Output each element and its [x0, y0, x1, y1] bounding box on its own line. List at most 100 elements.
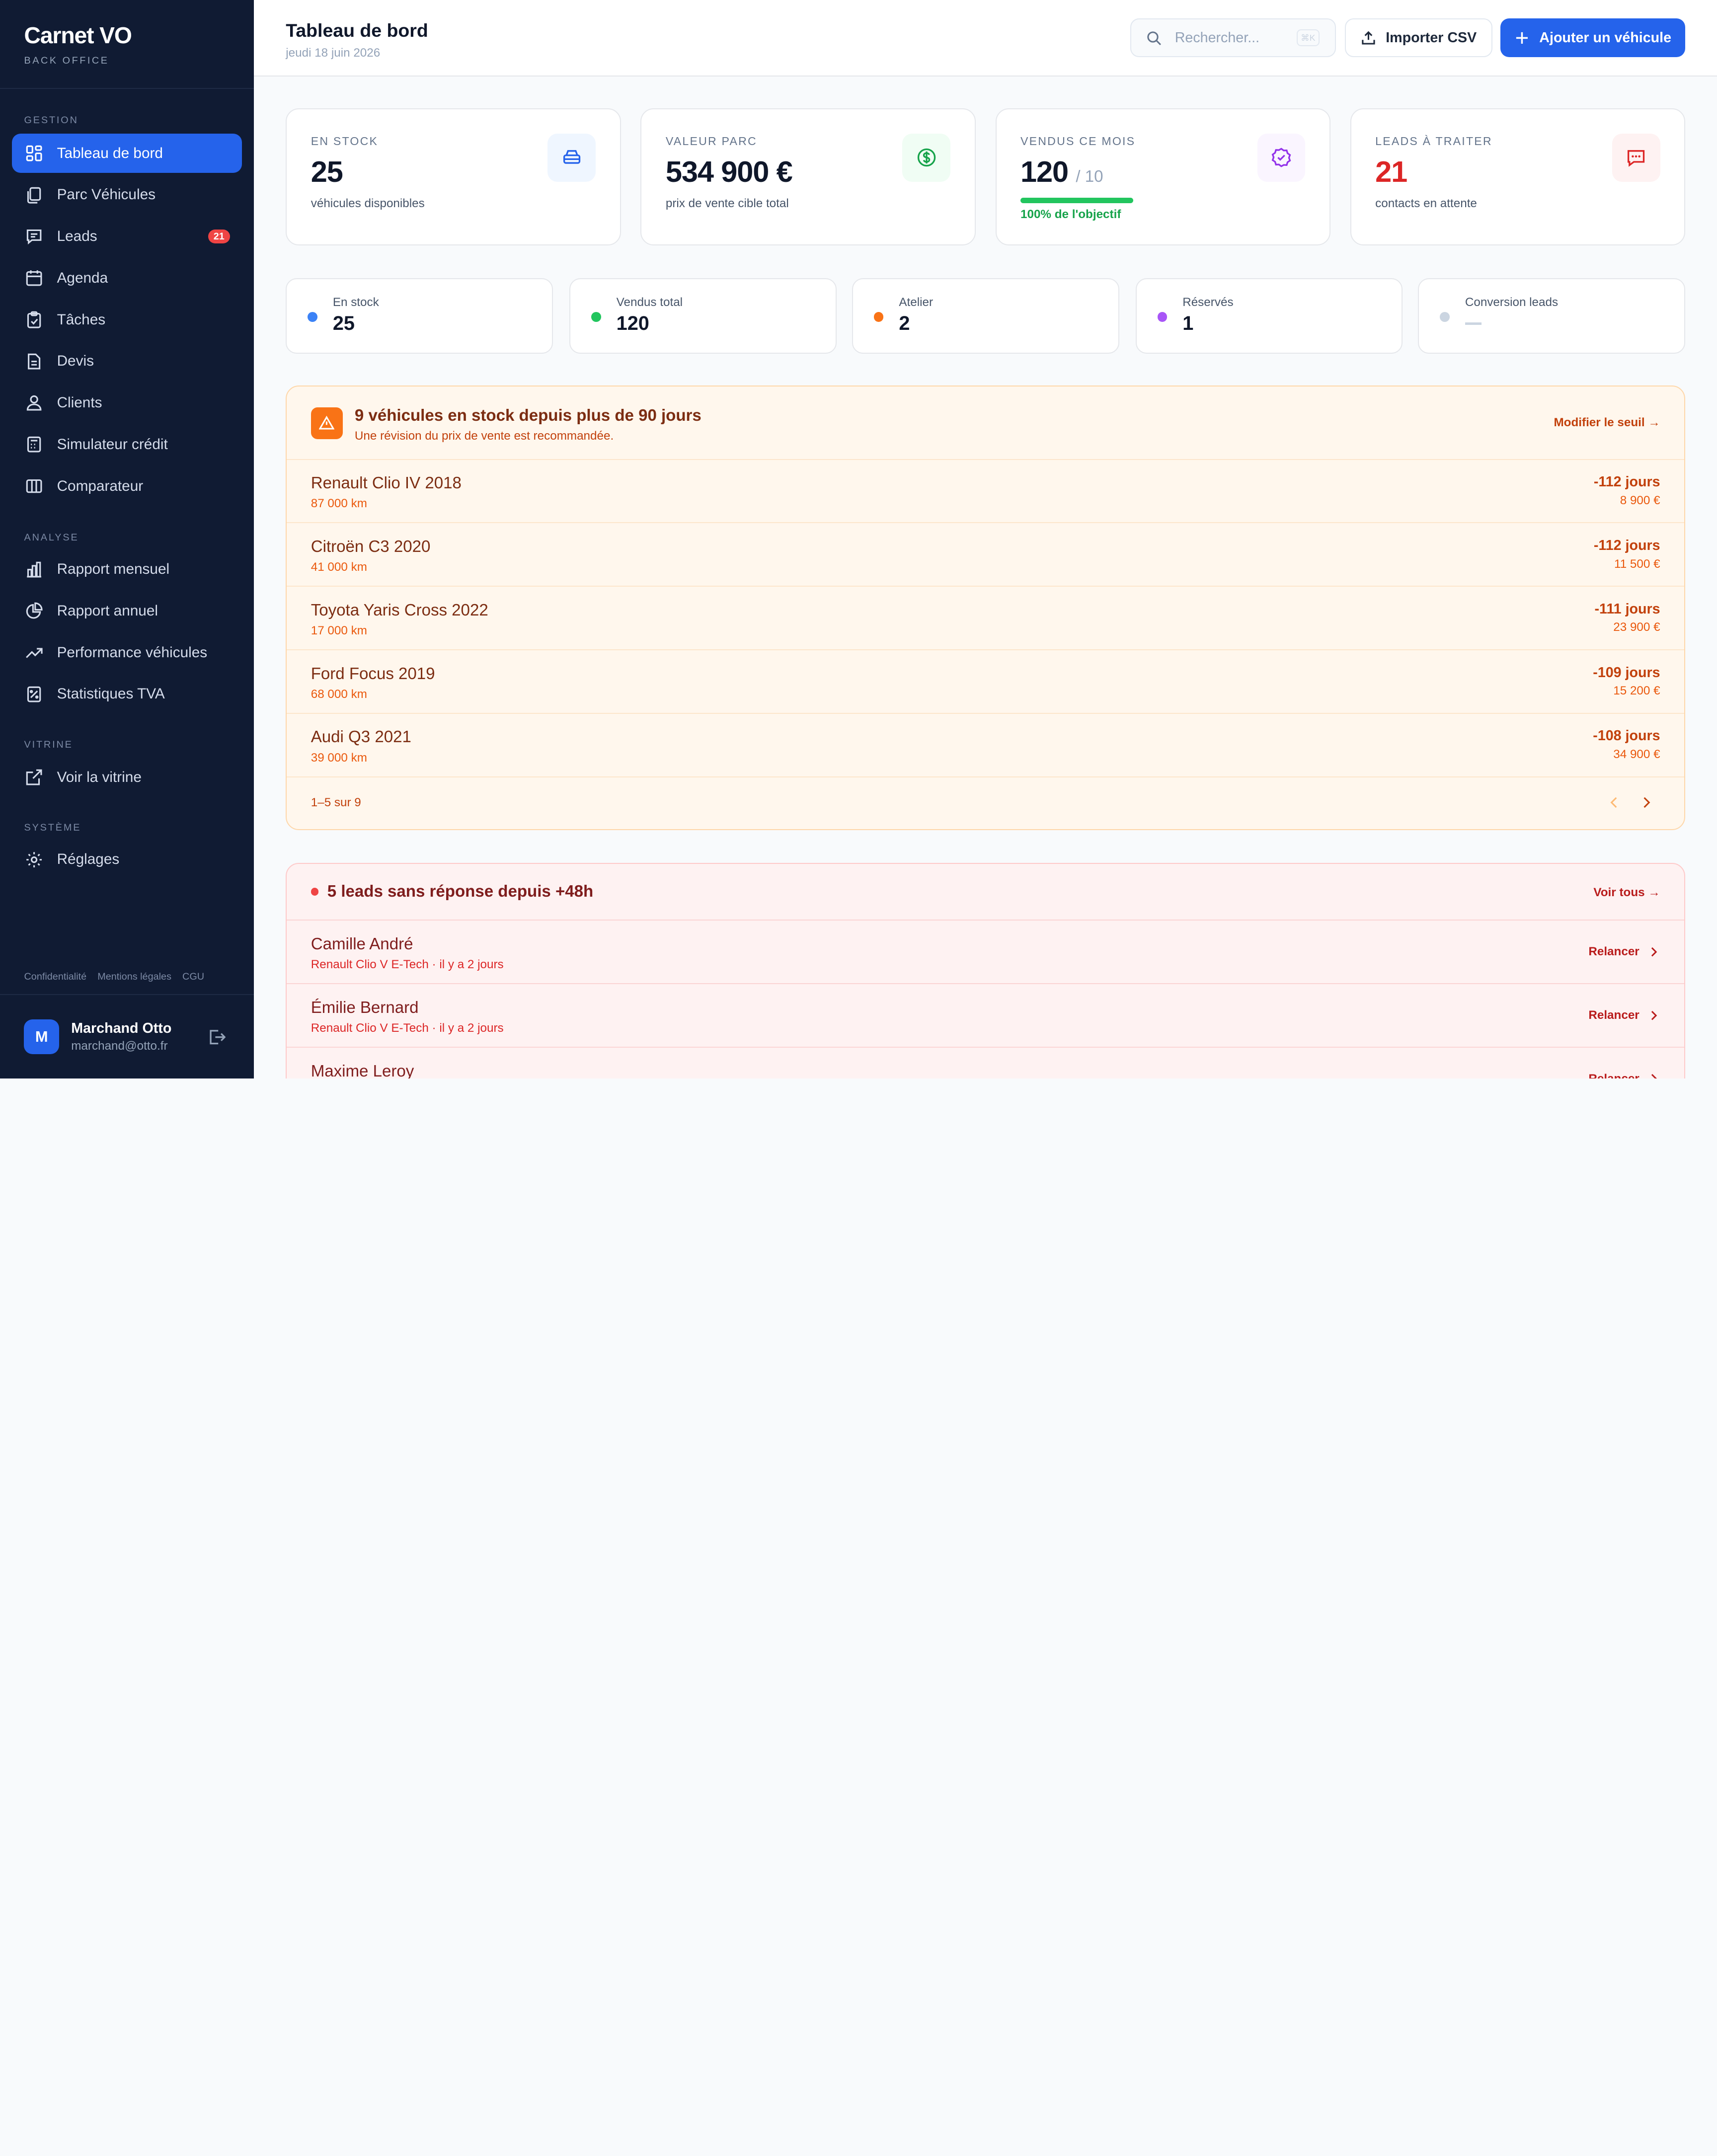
- warning-icon: [311, 407, 343, 439]
- kpi-value: 21: [1375, 155, 1407, 189]
- users-icon: [26, 395, 42, 411]
- dashboard-icon: [26, 145, 42, 161]
- sidebar-item-quotes[interactable]: Devis: [12, 342, 242, 381]
- vehicle-price: 8 900 €: [1620, 493, 1660, 507]
- sidebar-item-monthly-report[interactable]: Rapport mensuel: [12, 549, 242, 589]
- stat-label: Atelier: [899, 295, 934, 309]
- car-icon: [563, 150, 580, 164]
- sidebar-item-vehicle-performance[interactable]: Performance véhicules: [12, 633, 242, 672]
- sidebar-item-comparator[interactable]: Comparateur: [12, 466, 242, 506]
- objective-progress-fill: [1020, 197, 1134, 203]
- user-name: Marchand Otto: [71, 1020, 172, 1037]
- sidebar-item-dashboard[interactable]: Tableau de bord: [12, 133, 242, 173]
- import-csv-button[interactable]: Importer CSV: [1344, 18, 1493, 57]
- follow-up-button[interactable]: Relancer: [1588, 1072, 1660, 1079]
- kpi-value: 534 900 €: [665, 155, 793, 189]
- privacy-link[interactable]: Confidentialité: [24, 971, 87, 983]
- list-item[interactable]: Toyota Yaris Cross 2022 17 000 km -111 j…: [287, 587, 1685, 650]
- sidebar-item-credit-simulator[interactable]: Simulateur crédit: [12, 425, 242, 464]
- stat-value: 25: [332, 312, 355, 335]
- sidebar-item-agenda[interactable]: Agenda: [12, 258, 242, 298]
- list-item[interactable]: Maxime Leroy Relancer: [287, 1048, 1684, 1079]
- logout-icon[interactable]: [207, 1028, 226, 1046]
- list-item[interactable]: Renault Clio IV 2018 87 000 km -112 jour…: [287, 460, 1685, 524]
- sidebar-item-label: Parc Véhicules: [57, 186, 156, 203]
- sidebar-item-label: Réglages: [57, 851, 120, 868]
- vehicle-price: 23 900 €: [1613, 620, 1660, 634]
- vehicle-name: Citroën C3 2020: [311, 537, 431, 556]
- follow-up-button[interactable]: Relancer: [1588, 945, 1660, 959]
- kpi-value-number: 120: [1020, 155, 1069, 189]
- user-email: marchand@otto.fr: [71, 1039, 168, 1053]
- section-label-systeme: SYSTÈME: [24, 822, 81, 834]
- view-all-link[interactable]: Voir tous →: [1593, 885, 1660, 899]
- sidebar-item-label: Statistiques TVA: [57, 686, 165, 702]
- vehicle-mileage: 87 000 km: [311, 497, 367, 511]
- days-in-stock: -112 jours: [1593, 537, 1660, 553]
- lead-name: Camille André: [311, 935, 413, 954]
- sidebar-item-storefront[interactable]: Voir la vitrine: [12, 758, 242, 797]
- vehicle-mileage: 39 000 km: [311, 751, 367, 765]
- follow-up-button[interactable]: Relancer: [1588, 1008, 1660, 1022]
- stat-card-sold: Vendus total 120: [569, 278, 837, 354]
- leads-count-badge: 21: [208, 230, 230, 243]
- pagination: 1–5 sur 9: [287, 777, 1684, 828]
- vehicle-name: Toyota Yaris Cross 2022: [311, 601, 488, 619]
- kpi-label: EN STOCK: [311, 134, 379, 148]
- sidebar-item-settings[interactable]: Réglages: [12, 840, 242, 879]
- receipt-icon: [27, 686, 41, 702]
- list-item[interactable]: Audi Q3 2021 39 000 km -108 jours 34 900…: [287, 714, 1685, 777]
- chevron-right-icon[interactable]: [1639, 795, 1654, 810]
- copy-icon: [27, 187, 41, 204]
- follow-up-label: Relancer: [1588, 1072, 1639, 1078]
- message-icon: [1628, 150, 1645, 167]
- avatar: M: [24, 1019, 59, 1055]
- sidebar-item-tasks[interactable]: Tâches: [12, 300, 242, 339]
- trending-up-icon: [25, 648, 43, 658]
- list-item[interactable]: Ford Focus 2019 68 000 km -109 jours 15 …: [287, 650, 1685, 714]
- chevron-left-icon[interactable]: [1607, 795, 1622, 810]
- search-shortcut: ⌘K: [1296, 29, 1320, 47]
- kpi-icon-box: [547, 133, 596, 182]
- search-input[interactable]: Rechercher... ⌘K: [1130, 18, 1336, 57]
- kpi-subtitle: véhicules disponibles: [311, 196, 425, 210]
- sidebar-item-leads[interactable]: Leads 21: [12, 217, 242, 256]
- alert-dot: [311, 888, 319, 896]
- edit-threshold-link[interactable]: Modifier le seuil →: [1554, 416, 1660, 430]
- status-dot: [591, 311, 601, 322]
- sidebar-item-label: Tableau de bord: [57, 145, 163, 161]
- vehicle-mileage: 17 000 km: [311, 624, 367, 638]
- sidebar-item-annual-report[interactable]: Rapport annuel: [12, 591, 242, 630]
- legal-links: Confidentialité Mentions légales CGU: [24, 971, 204, 983]
- kpi-value: 120 / 10: [1020, 154, 1305, 189]
- stat-card-workshop: Atelier 2: [852, 278, 1119, 354]
- list-item[interactable]: Émilie Bernard Renault Clio V E-Tech · i…: [287, 984, 1685, 1048]
- sidebar-item-vehicles[interactable]: Parc Véhicules: [12, 175, 242, 215]
- stat-card-stock: En stock 25: [286, 278, 553, 354]
- list-item[interactable]: Citroën C3 2020 41 000 km -112 jours 11 …: [287, 523, 1685, 587]
- empty-value-dash: [1465, 322, 1482, 325]
- vehicle-price: 15 200 €: [1613, 684, 1660, 698]
- sidebar-item-label: Rapport annuel: [57, 602, 158, 619]
- section-label-gestion: GESTION: [24, 115, 78, 126]
- plus-icon: [1516, 32, 1528, 44]
- badge-check-icon: [1271, 148, 1291, 167]
- external-link-icon: [26, 770, 42, 785]
- kpi-label: VALEUR PARC: [665, 134, 757, 148]
- list-item[interactable]: Camille André Renault Clio V E-Tech · il…: [287, 921, 1685, 985]
- kpi-label: VENDUS CE MOIS: [1020, 134, 1136, 148]
- main-content: Tableau de bord jeudi 18 juin 2026 Reche…: [254, 0, 1717, 1079]
- sidebar-item-label: Comparateur: [57, 477, 144, 494]
- add-vehicle-button[interactable]: Ajouter un véhicule: [1500, 18, 1686, 57]
- vehicle-name: Ford Focus 2019: [311, 664, 435, 683]
- terms-link[interactable]: CGU: [182, 971, 205, 983]
- dollar-icon: [917, 148, 936, 167]
- sidebar-item-clients[interactable]: Clients: [12, 383, 242, 422]
- chevron-right-icon: [1651, 1010, 1657, 1020]
- sidebar-item-label: Performance véhicules: [57, 644, 208, 661]
- sidebar-item-vat-stats[interactable]: Statistiques TVA: [12, 675, 242, 714]
- stat-value: 2: [899, 312, 910, 335]
- legal-notice-link[interactable]: Mentions légales: [97, 971, 171, 983]
- status-dot: [308, 311, 317, 322]
- days-in-stock: -109 jours: [1593, 664, 1660, 681]
